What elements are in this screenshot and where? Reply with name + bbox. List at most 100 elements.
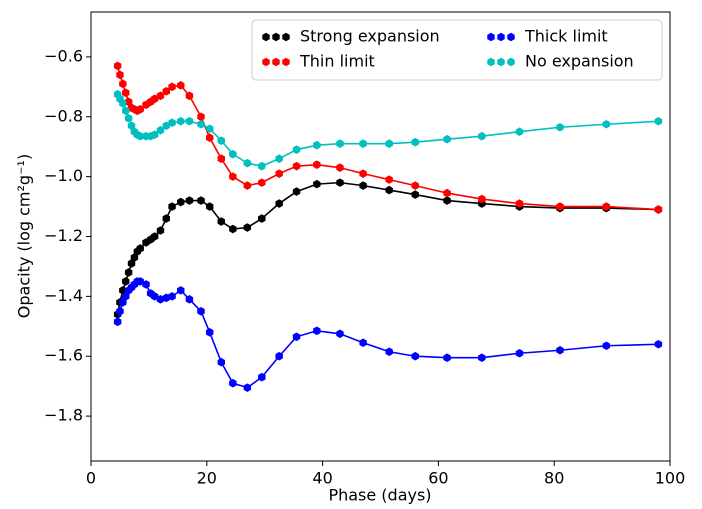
legend-marker [262,57,270,67]
marker [162,121,170,131]
marker [443,353,451,363]
marker [359,181,367,190]
marker [411,190,419,199]
legend-marker [487,32,495,42]
y-tick-label: −1.6 [44,346,83,365]
marker [411,351,419,361]
marker [556,345,564,355]
marker [313,326,321,336]
x-tick-label: 60 [428,469,448,488]
marker [443,188,451,198]
legend-label: No expansion [525,52,634,71]
marker [602,202,611,211]
marker [197,196,205,205]
marker [229,224,237,234]
marker [185,116,194,126]
marker [336,329,344,339]
marker [127,121,136,131]
legend-label: Strong expansion [300,27,440,46]
marker [217,217,225,226]
y-tick-label: −1.8 [44,406,83,425]
marker [275,199,283,208]
x-tick-label: 20 [197,469,217,488]
legend-label: Thick limit [524,27,608,46]
marker [205,124,214,134]
marker [156,125,165,135]
marker [515,348,524,358]
marker [385,347,393,357]
marker [136,131,144,141]
marker [443,134,451,144]
marker [359,139,367,149]
marker [150,130,159,140]
legend-label: Thin limit [299,52,375,71]
marker [162,293,170,303]
marker [168,82,176,92]
marker [205,202,214,211]
marker [313,179,321,189]
marker [229,378,237,388]
marker [359,338,367,348]
marker [654,339,663,349]
marker [313,140,321,150]
legend-box [251,19,663,81]
marker [292,161,301,171]
marker [243,158,252,168]
marker [478,194,486,204]
marker [292,187,301,196]
marker [217,154,225,163]
marker [556,202,564,211]
marker [185,91,194,101]
marker [654,205,663,214]
legend-marker [282,57,290,67]
marker [122,292,130,301]
marker [336,139,344,149]
marker [336,178,344,187]
marker [556,122,564,132]
marker [217,136,225,146]
marker [292,332,301,342]
marker [124,268,133,277]
marker [136,244,144,253]
marker [116,70,124,80]
marker [197,307,205,316]
legend-marker [272,32,280,42]
marker [168,292,176,301]
marker [443,196,451,205]
marker [385,175,393,184]
marker [243,223,252,232]
marker [654,116,663,126]
line [116,93,659,167]
legend-marker [272,57,280,67]
y-tick-label: −0.6 [44,46,83,65]
marker [113,317,122,327]
marker [168,118,176,128]
x-tick-label: 80 [544,469,564,488]
marker [229,149,237,159]
x-tick-label: 40 [312,469,332,488]
marker [116,307,124,316]
marker [478,353,486,363]
marker [243,383,252,392]
marker [150,94,159,104]
x-tick-label: 0 [86,469,96,488]
marker [119,79,127,89]
marker [478,131,486,141]
series [113,178,663,319]
marker [162,214,170,223]
x-axis-label: Phase (days) [328,486,431,505]
marker [313,160,321,169]
marker [205,327,214,337]
marker [185,196,194,205]
marker [515,199,524,208]
legend-marker [497,32,505,42]
legend-marker [282,32,290,42]
y-tick-label: −1.0 [44,166,83,185]
marker [197,112,205,122]
marker [359,169,367,178]
marker [197,119,205,129]
line [116,280,659,389]
marker [119,99,127,108]
marker [177,286,185,295]
marker [515,127,524,137]
